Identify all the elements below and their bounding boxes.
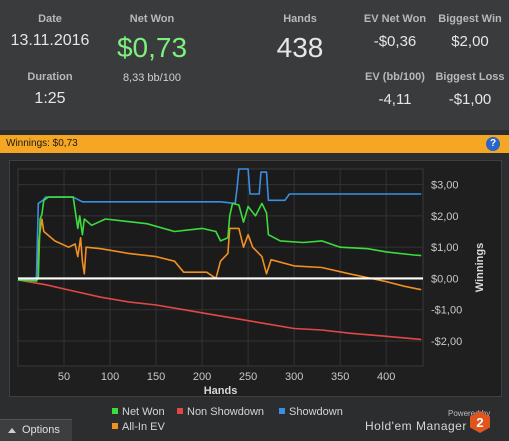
- winnings-panel-header: Winnings: $0,73 ?: [0, 135, 509, 153]
- y-tick-label: $2,00: [431, 211, 459, 223]
- series-line-all-in-ev: [17, 218, 422, 291]
- winnings-panel-title: Winnings: $0,73: [6, 138, 78, 149]
- legend-label-non-showdown: Non Showdown: [187, 406, 265, 418]
- x-tick-label: 350: [331, 371, 349, 383]
- ev-net-won-value: -$0,36: [373, 33, 417, 50]
- biggest-win-value: $2,00: [451, 33, 489, 50]
- legend-swatch-showdown: [279, 408, 285, 414]
- x-tick-label: 50: [58, 371, 70, 383]
- duration-value: 1:25: [34, 90, 66, 107]
- x-axis-title: Hands: [204, 385, 238, 396]
- brand-name: Hold'em Manager: [365, 419, 467, 433]
- y-tick-label: $0,00: [431, 273, 459, 285]
- winnings-chart: 50 100 150 200 250 300 350 400 $3,00 $2,00 $1,00 $0…: [9, 160, 502, 397]
- biggest-win-label: Biggest Win: [438, 13, 502, 25]
- legend-non-showdown: Non Showdown: [177, 406, 264, 418]
- net-won-label: Net Won: [129, 13, 175, 25]
- options-label: Options: [22, 424, 60, 436]
- legend-swatch-non-showdown: [177, 408, 183, 414]
- legend-swatch-net-won: [112, 408, 118, 414]
- winnings-chart-svg: 50 100 150 200 250 300 350 400 $3,00 $2,00 $1,00 $0…: [17, 168, 486, 396]
- y-axis-title: Winnings: [474, 243, 486, 292]
- x-tick-label: 250: [239, 371, 257, 383]
- date-value: 13.11.2016: [10, 32, 90, 49]
- legend-all-in-ev: All-In EV: [112, 421, 165, 433]
- hem2-logo-icon: 2: [470, 411, 490, 433]
- series-line-non-showdown: [17, 279, 422, 341]
- x-tick-label: 300: [285, 371, 303, 383]
- ev-net-won-label: EV Net Won: [363, 13, 427, 25]
- hands-label: Hands: [283, 13, 317, 25]
- x-tick-label: 100: [101, 371, 119, 383]
- options-toggle[interactable]: Options: [0, 419, 72, 441]
- ev-bb100-label: EV (bb/100): [365, 71, 425, 83]
- y-tick-label: $3,00: [431, 180, 459, 192]
- biggest-loss-label: Biggest Loss: [435, 71, 505, 83]
- ev-bb100-value: -4,11: [378, 91, 412, 108]
- x-tick-label: 150: [147, 371, 165, 383]
- stats-panel: Date 13.11.2016 Duration 1:25 Net Won $0…: [0, 0, 509, 130]
- legend-label-all-in-ev: All-In EV: [122, 421, 165, 433]
- net-won-value: $0,73: [116, 32, 188, 63]
- duration-label: Duration: [27, 71, 73, 83]
- legend-swatch-all-in-ev: [112, 423, 118, 429]
- hands-value: 438: [276, 32, 324, 63]
- series-line-net-won: [17, 196, 422, 282]
- x-tick-label: 400: [377, 371, 395, 383]
- brand-badge-text: 2: [476, 415, 483, 430]
- help-icon[interactable]: ?: [486, 137, 500, 151]
- date-label: Date: [38, 13, 62, 25]
- x-tick-label: 200: [193, 371, 211, 383]
- legend-label-showdown: Showdown: [289, 406, 343, 418]
- series-line-showdown: [18, 168, 422, 281]
- plot-area: [17, 168, 424, 367]
- net-won-bb100: 8,33 bb/100: [122, 72, 182, 84]
- caret-up-icon: [8, 428, 16, 433]
- y-tick-label: $1,00: [431, 242, 459, 254]
- legend-showdown: Showdown: [279, 406, 343, 418]
- powered-by-label: Powered by: [448, 409, 491, 418]
- legend-label-net-won: Net Won: [122, 406, 165, 418]
- y-tick-label: -$1,00: [431, 305, 462, 317]
- legend-net-won: Net Won: [112, 406, 165, 418]
- y-tick-label: -$2,00: [431, 336, 462, 348]
- biggest-loss-value: -$1,00: [448, 91, 492, 108]
